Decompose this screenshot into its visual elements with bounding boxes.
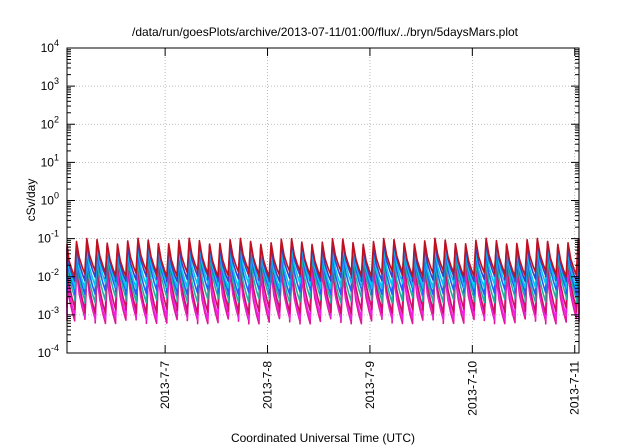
y-tick-label: 103: [41, 76, 59, 93]
x-tick-label: 2013-7-11: [568, 361, 582, 415]
x-tick-label: 2013-7-8: [261, 361, 275, 409]
y-tick-label: 100: [41, 191, 59, 208]
x-tick-label: 2013-7-7: [158, 361, 172, 409]
y-tick-label: 10-3: [38, 305, 59, 322]
y-tick-label: 101: [41, 152, 59, 169]
y-tick-label: 10-4: [38, 343, 59, 360]
y-axis: 10-4 10-3 10-2 10-1 100 101 102 103 104: [38, 38, 579, 360]
y-axis-label: cSv/day: [24, 179, 38, 222]
x-tick-label: 2013-7-10: [465, 361, 479, 416]
chart-title: /data/run/goesPlots/archive/2013-07-11/0…: [132, 25, 519, 39]
y-tick-label: 10-1: [38, 229, 59, 246]
series-layer: [66, 237, 580, 325]
x-axis: 2013-7-7 2013-7-8 2013-7-9 2013-7-10 2013-7-…: [158, 48, 582, 416]
y-tick-label: 104: [41, 38, 59, 55]
x-tick-label: 2013-7-9: [363, 361, 377, 409]
series-line-8: [66, 237, 580, 278]
y-tick-label: 10-2: [38, 267, 59, 284]
x-axis-label: Coordinated Universal Time (UTC): [231, 431, 415, 445]
y-tick-label: 102: [41, 114, 59, 131]
series-line-2: [66, 266, 580, 321]
